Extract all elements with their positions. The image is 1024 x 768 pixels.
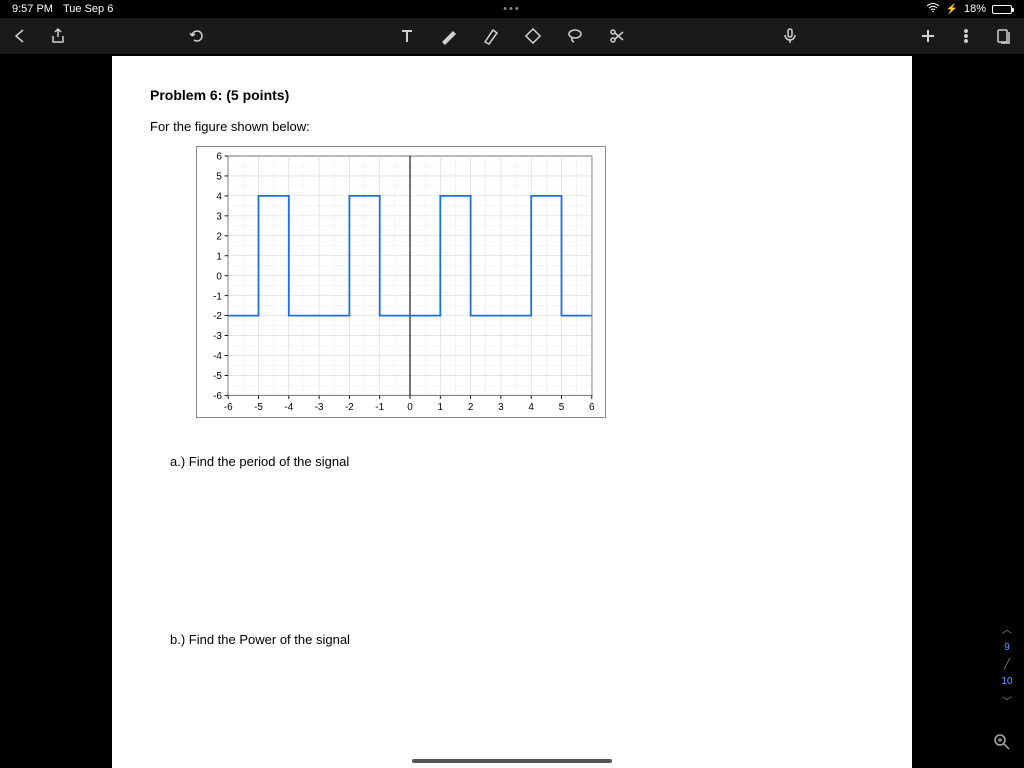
- share-button[interactable]: [48, 26, 68, 46]
- charging-icon: ⚡: [946, 4, 958, 15]
- undo-button[interactable]: [186, 26, 206, 46]
- page-divider-icon: ╱: [1004, 659, 1010, 670]
- svg-text:-3: -3: [315, 402, 324, 413]
- svg-text:1: 1: [216, 251, 222, 262]
- lasso-tool[interactable]: [565, 26, 585, 46]
- svg-text:-4: -4: [284, 402, 293, 413]
- pen-tool[interactable]: [439, 26, 459, 46]
- pages-button[interactable]: [994, 26, 1014, 46]
- svg-text:-2: -2: [345, 402, 354, 413]
- question-b: b.) Find the Power of the signal: [170, 631, 874, 649]
- marker-tool[interactable]: [481, 26, 501, 46]
- status-date: Tue Sep 6: [63, 3, 113, 15]
- svg-text:-1: -1: [213, 291, 222, 302]
- signal-chart: -6 -5 -4 -3 -2 -1 0 1 2 3 4 5 6 -6 -5 -4 -3 -2 -1 0 1 2 3 4 5 6: [196, 146, 606, 418]
- svg-text:2: 2: [468, 402, 474, 413]
- page-up-icon[interactable]: ︿: [1002, 621, 1012, 636]
- home-indicator[interactable]: [412, 759, 612, 763]
- page-current: 9: [1004, 642, 1010, 653]
- more-button[interactable]: [956, 26, 976, 46]
- scissors-tool[interactable]: [607, 26, 627, 46]
- svg-text:0: 0: [216, 271, 222, 282]
- svg-text:-5: -5: [254, 402, 263, 413]
- svg-text:-1: -1: [375, 402, 384, 413]
- svg-text:2: 2: [216, 231, 222, 242]
- question-a: a.) Find the period of the signal: [170, 453, 874, 471]
- problem-title: Problem 6: (5 points): [150, 86, 874, 106]
- svg-text:3: 3: [498, 402, 504, 413]
- svg-text:4: 4: [216, 191, 222, 202]
- svg-text:5: 5: [216, 171, 222, 182]
- page-next: 10: [1001, 676, 1012, 687]
- svg-text:-4: -4: [213, 351, 222, 362]
- add-button[interactable]: [918, 26, 938, 46]
- svg-text:1: 1: [438, 402, 444, 413]
- text-tool[interactable]: [397, 26, 417, 46]
- battery-icon: [992, 5, 1012, 14]
- battery-percent: 18%: [964, 3, 986, 15]
- svg-text:3: 3: [216, 211, 222, 222]
- svg-text:5: 5: [559, 402, 565, 413]
- svg-text:-3: -3: [213, 331, 222, 342]
- eraser-tool[interactable]: [523, 26, 543, 46]
- svg-text:4: 4: [528, 402, 534, 413]
- app-toolbar: [0, 18, 1024, 54]
- back-button[interactable]: [10, 26, 30, 46]
- status-time: 9:57 PM: [12, 3, 53, 15]
- svg-text:-2: -2: [213, 311, 222, 322]
- svg-text:-6: -6: [213, 391, 222, 402]
- status-bar: 9:57 PM Tue Sep 6 ••• ⚡ 18%: [0, 0, 1024, 18]
- problem-intro: For the figure shown below:: [150, 118, 874, 136]
- mic-button[interactable]: [780, 26, 800, 46]
- svg-text:-6: -6: [224, 402, 233, 413]
- multitask-dots[interactable]: •••: [503, 3, 521, 15]
- document-canvas[interactable]: Problem 6: (5 points) For the figure sho…: [112, 56, 912, 768]
- wifi-icon: [926, 3, 940, 16]
- svg-text:6: 6: [589, 402, 595, 413]
- zoom-button[interactable]: [992, 732, 1014, 754]
- page-navigator[interactable]: ︿ 9 ╱ 10 ﹀: [996, 621, 1018, 708]
- svg-text:-5: -5: [213, 371, 222, 382]
- svg-text:6: 6: [216, 151, 222, 162]
- svg-text:0: 0: [407, 402, 413, 413]
- page-down-icon[interactable]: ﹀: [1002, 693, 1012, 708]
